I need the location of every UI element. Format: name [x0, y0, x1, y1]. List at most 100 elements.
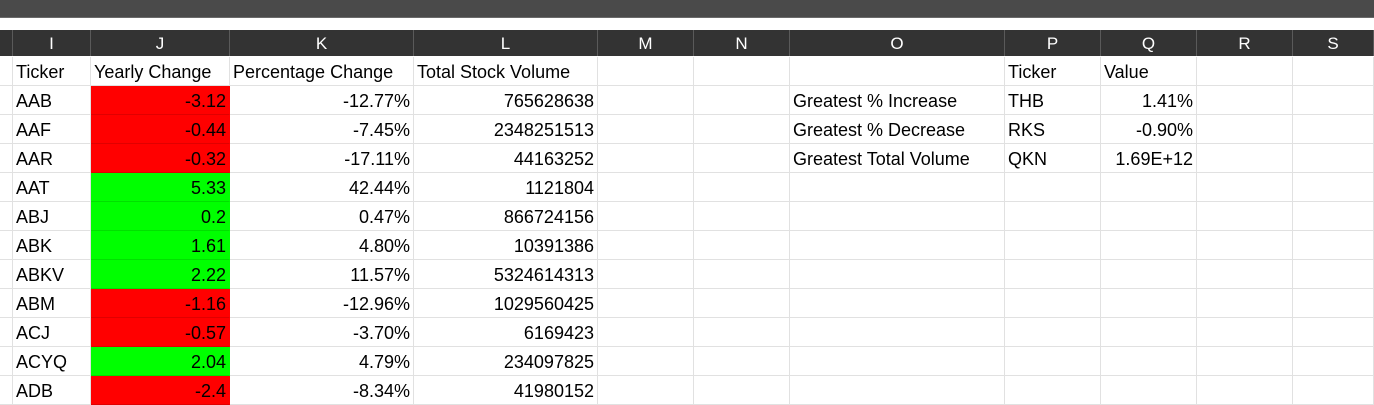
row-stub-cell[interactable] [0, 173, 13, 202]
row-stub-cell[interactable] [0, 260, 13, 289]
cell-i-8[interactable]: ABKV [13, 260, 91, 289]
cell-o-3[interactable]: Greatest % Decrease [790, 115, 1005, 144]
cell-o-6[interactable] [790, 202, 1005, 231]
cell-j-9[interactable]: -1.16 [91, 289, 230, 318]
cell-l-9[interactable]: 1029560425 [414, 289, 598, 318]
cell-n-4[interactable] [694, 144, 790, 173]
cell-j-12[interactable]: -2.4 [91, 376, 230, 405]
cell-p-1[interactable]: Ticker [1005, 57, 1101, 86]
cell-l-7[interactable]: 10391386 [414, 231, 598, 260]
cell-p-3[interactable]: RKS [1005, 115, 1101, 144]
row-stub-cell[interactable] [0, 86, 13, 115]
cell-r-5[interactable] [1197, 173, 1293, 202]
cell-m-4[interactable] [598, 144, 694, 173]
cell-m-3[interactable] [598, 115, 694, 144]
cell-q-9[interactable] [1101, 289, 1197, 318]
cell-l-2[interactable]: 765628638 [414, 86, 598, 115]
cell-p-2[interactable]: THB [1005, 86, 1101, 115]
cell-m-6[interactable] [598, 202, 694, 231]
cell-i-7[interactable]: ABK [13, 231, 91, 260]
cell-l-1[interactable]: Total Stock Volume [414, 57, 598, 86]
column-header-i[interactable]: I [13, 30, 91, 56]
cell-l-10[interactable]: 6169423 [414, 318, 598, 347]
cell-i-5[interactable]: AAT [13, 173, 91, 202]
cell-n-1[interactable] [694, 57, 790, 86]
cell-q-1[interactable]: Value [1101, 57, 1197, 86]
cell-p-6[interactable] [1005, 202, 1101, 231]
cell-p-10[interactable] [1005, 318, 1101, 347]
cell-m-9[interactable] [598, 289, 694, 318]
cell-p-5[interactable] [1005, 173, 1101, 202]
cell-m-2[interactable] [598, 86, 694, 115]
cell-n-2[interactable] [694, 86, 790, 115]
cell-l-3[interactable]: 2348251513 [414, 115, 598, 144]
cell-p-4[interactable]: QKN [1005, 144, 1101, 173]
cell-m-11[interactable] [598, 347, 694, 376]
cell-k-2[interactable]: -12.77% [230, 86, 414, 115]
cell-q-11[interactable] [1101, 347, 1197, 376]
cell-r-8[interactable] [1197, 260, 1293, 289]
cell-s-10[interactable] [1293, 318, 1374, 347]
cell-m-7[interactable] [598, 231, 694, 260]
cell-l-11[interactable]: 234097825 [414, 347, 598, 376]
column-header-m[interactable]: M [598, 30, 694, 56]
cell-n-7[interactable] [694, 231, 790, 260]
cell-s-6[interactable] [1293, 202, 1374, 231]
cell-o-10[interactable] [790, 318, 1005, 347]
cell-r-11[interactable] [1197, 347, 1293, 376]
cell-l-4[interactable]: 44163252 [414, 144, 598, 173]
cell-k-8[interactable]: 11.57% [230, 260, 414, 289]
cell-i-2[interactable]: AAB [13, 86, 91, 115]
cell-m-10[interactable] [598, 318, 694, 347]
row-stub-cell[interactable] [0, 231, 13, 260]
cell-j-3[interactable]: -0.44 [91, 115, 230, 144]
cell-l-8[interactable]: 5324614313 [414, 260, 598, 289]
cell-s-11[interactable] [1293, 347, 1374, 376]
column-header-l[interactable]: L [414, 30, 598, 56]
cell-k-6[interactable]: 0.47% [230, 202, 414, 231]
cell-o-9[interactable] [790, 289, 1005, 318]
cell-r-2[interactable] [1197, 86, 1293, 115]
column-header-k[interactable]: K [230, 30, 414, 56]
cell-n-8[interactable] [694, 260, 790, 289]
cell-s-1[interactable] [1293, 57, 1374, 86]
column-header-n[interactable]: N [694, 30, 790, 56]
cell-o-7[interactable] [790, 231, 1005, 260]
cell-k-9[interactable]: -12.96% [230, 289, 414, 318]
cell-i-12[interactable]: ADB [13, 376, 91, 405]
cell-k-1[interactable]: Percentage Change [230, 57, 414, 86]
cell-q-12[interactable] [1101, 376, 1197, 405]
cell-s-7[interactable] [1293, 231, 1374, 260]
cell-m-12[interactable] [598, 376, 694, 405]
cell-i-6[interactable]: ABJ [13, 202, 91, 231]
cell-r-1[interactable] [1197, 57, 1293, 86]
cell-r-9[interactable] [1197, 289, 1293, 318]
cell-o-11[interactable] [790, 347, 1005, 376]
cell-q-6[interactable] [1101, 202, 1197, 231]
cell-p-9[interactable] [1005, 289, 1101, 318]
column-header-s[interactable]: S [1293, 30, 1374, 56]
cell-q-8[interactable] [1101, 260, 1197, 289]
cell-r-3[interactable] [1197, 115, 1293, 144]
cell-n-10[interactable] [694, 318, 790, 347]
cell-s-5[interactable] [1293, 173, 1374, 202]
cell-s-8[interactable] [1293, 260, 1374, 289]
cell-o-12[interactable] [790, 376, 1005, 405]
row-stub-cell[interactable] [0, 144, 13, 173]
cell-j-2[interactable]: -3.12 [91, 86, 230, 115]
cell-n-12[interactable] [694, 376, 790, 405]
cell-q-3[interactable]: -0.90% [1101, 115, 1197, 144]
cell-j-11[interactable]: 2.04 [91, 347, 230, 376]
cell-o-1[interactable] [790, 57, 1005, 86]
cell-o-5[interactable] [790, 173, 1005, 202]
cell-m-8[interactable] [598, 260, 694, 289]
cell-i-11[interactable]: ACYQ [13, 347, 91, 376]
row-stub-cell[interactable] [0, 318, 13, 347]
cell-q-7[interactable] [1101, 231, 1197, 260]
cell-m-1[interactable] [598, 57, 694, 86]
cell-n-5[interactable] [694, 173, 790, 202]
cell-p-8[interactable] [1005, 260, 1101, 289]
row-stub-cell[interactable] [0, 202, 13, 231]
cell-o-2[interactable]: Greatest % Increase [790, 86, 1005, 115]
column-header-q[interactable]: Q [1101, 30, 1197, 56]
